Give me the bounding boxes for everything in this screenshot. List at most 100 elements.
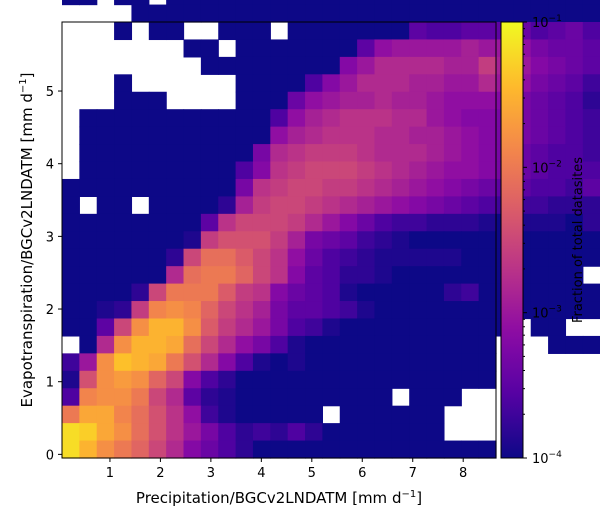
heatmap-cell — [582, 74, 600, 93]
heatmap-cell — [183, 161, 202, 180]
heatmap-cell — [166, 335, 185, 354]
heatmap-cell — [322, 56, 341, 75]
heatmap-cell — [270, 213, 289, 232]
heatmap-cell — [391, 109, 410, 128]
heatmap-cell — [305, 440, 323, 459]
heatmap-cell — [252, 301, 271, 320]
heatmap-cell — [252, 109, 271, 128]
heatmap-cell — [548, 283, 567, 302]
heatmap-cell — [443, 248, 462, 267]
heatmap-cell — [530, 318, 549, 337]
heatmap-cell — [79, 318, 98, 337]
heatmap-cell — [270, 405, 289, 424]
heatmap-cell — [114, 405, 133, 424]
heatmap-cell — [409, 301, 428, 320]
heatmap-cell — [322, 4, 341, 23]
heatmap-cell — [235, 266, 254, 285]
heatmap-cell — [235, 388, 254, 407]
heatmap-cell — [287, 178, 306, 197]
heatmap-cell — [131, 213, 150, 232]
heatmap-cell — [391, 370, 410, 389]
heatmap-cell — [548, 231, 567, 250]
heatmap-cell — [374, 370, 393, 389]
heatmap-cell — [305, 388, 323, 407]
heatmap-cell — [409, 144, 428, 163]
heatmap-cell — [183, 0, 202, 6]
heatmap-cell — [322, 440, 341, 459]
heatmap-cell — [114, 388, 133, 407]
heatmap-cell — [270, 196, 289, 215]
heatmap-cell — [166, 318, 185, 337]
heatmap-cell — [62, 196, 80, 215]
heatmap-cell — [287, 74, 306, 93]
heatmap-cell — [305, 370, 323, 389]
heatmap-cell — [322, 423, 341, 442]
heatmap-cell — [287, 196, 306, 215]
heatmap-cell — [443, 301, 462, 320]
heatmap-cell — [62, 301, 80, 320]
heatmap-cell — [287, 4, 306, 23]
heatmap-cell — [218, 388, 237, 407]
heatmap-cell — [339, 440, 358, 459]
heatmap-cell — [357, 335, 376, 354]
heatmap-cell — [79, 213, 98, 232]
x-tick-label: 5 — [308, 466, 316, 481]
heatmap-cell — [305, 423, 323, 442]
heatmap-cell — [391, 335, 410, 354]
heatmap-cell — [131, 91, 150, 110]
heatmap-cell — [443, 126, 462, 145]
heatmap-cell — [252, 440, 271, 459]
heatmap-cell — [62, 353, 80, 372]
heatmap-cell — [79, 109, 98, 128]
heatmap-cell — [166, 144, 185, 163]
heatmap-cell — [339, 266, 358, 285]
heatmap-cell — [391, 178, 410, 197]
heatmap-cell — [183, 405, 202, 424]
heatmap-cell — [322, 370, 341, 389]
heatmap-cell — [461, 0, 480, 6]
heatmap-cell — [114, 178, 133, 197]
heatmap-cell — [322, 213, 341, 232]
heatmap-cell — [461, 56, 480, 75]
heatmap-cell — [287, 39, 306, 58]
heatmap-cell — [339, 335, 358, 354]
heatmap-cell — [426, 161, 445, 180]
heatmap-cell — [582, 144, 600, 163]
heatmap-cell — [148, 440, 167, 459]
heatmap-cell — [166, 301, 185, 320]
heatmap-cell — [582, 22, 600, 41]
heatmap-cell — [582, 213, 600, 232]
heatmap-cell — [114, 370, 133, 389]
heatmap-cell — [565, 335, 584, 354]
heatmap-cell — [339, 301, 358, 320]
heatmap-cell — [114, 353, 133, 372]
heatmap-cell — [461, 178, 480, 197]
heatmap-cell — [287, 301, 306, 320]
heatmap-cell — [357, 283, 376, 302]
heatmap-cell — [357, 353, 376, 372]
heatmap-cell — [305, 56, 323, 75]
x-axis: 1 2 3 4 5 6 7 8 — [106, 458, 467, 481]
heatmap-cell — [357, 388, 376, 407]
heatmap-cell — [565, 91, 584, 110]
heatmap-cell — [443, 370, 462, 389]
heatmap-cell — [565, 126, 584, 145]
heatmap-cell — [131, 423, 150, 442]
heatmap-cell — [461, 301, 480, 320]
heatmap-cell — [565, 196, 584, 215]
heatmap-cell — [374, 109, 393, 128]
colorbar-tick-label: 10−3 — [532, 305, 562, 322]
heatmap-cell — [391, 39, 410, 58]
heatmap-cell — [270, 0, 289, 6]
heatmap-cell — [391, 56, 410, 75]
heatmap-cell — [166, 231, 185, 250]
heatmap-cell — [548, 318, 567, 337]
heatmap-cell — [357, 39, 376, 58]
heatmap-cell — [79, 388, 98, 407]
heatmap-cell — [443, 22, 462, 41]
heatmap-cell — [461, 353, 480, 372]
heatmap-cell — [131, 0, 150, 6]
x-tick-label: 8 — [459, 466, 467, 481]
heatmap-cell — [426, 440, 445, 459]
heatmap-cell — [443, 353, 462, 372]
